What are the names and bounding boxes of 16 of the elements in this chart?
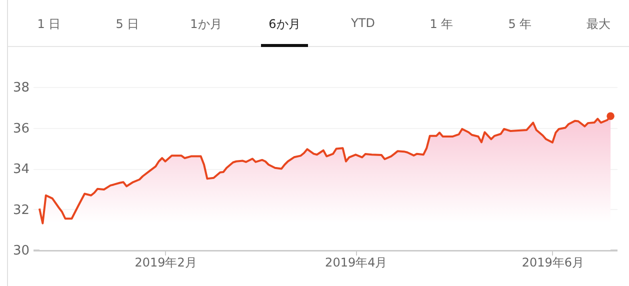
- x-tick-label: 2019年6月: [522, 256, 584, 270]
- text: 5 年: [507, 16, 533, 33]
- text: 5 日: [114, 16, 140, 33]
- y-tick-label: 30: [12, 244, 30, 258]
- y-tick-label: 36: [12, 121, 30, 136]
- text: YTD: [350, 16, 376, 30]
- text: 1 日: [36, 16, 62, 33]
- y-tick-label: 38: [12, 80, 30, 96]
- y-tick-label: 34: [12, 162, 30, 177]
- y-tick-label: 32: [12, 202, 30, 218]
- x-tick-label: 2019年2月: [134, 256, 197, 270]
- text: 6か月: [268, 16, 302, 33]
- text: 最大: [586, 16, 612, 33]
- text: 1か月: [189, 16, 223, 33]
- x-tick-label: 2019年4月: [325, 256, 388, 270]
- text: 1 年: [428, 16, 454, 33]
